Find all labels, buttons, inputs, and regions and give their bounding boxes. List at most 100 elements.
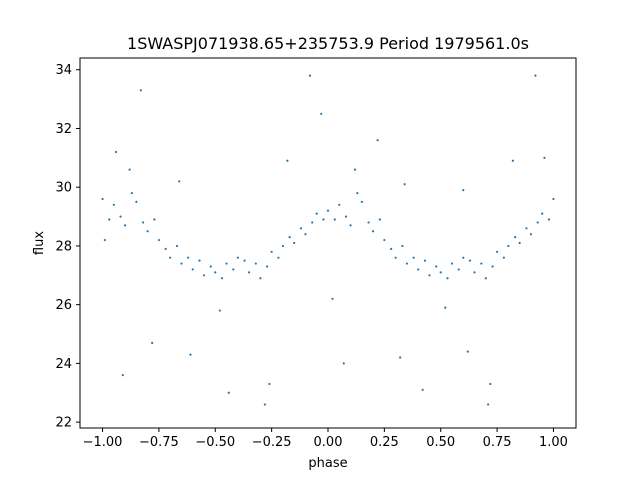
data-point <box>486 403 490 406</box>
data-point <box>164 247 167 250</box>
data-point <box>198 259 201 262</box>
data-point <box>268 382 271 386</box>
data-point <box>552 197 555 201</box>
data-point <box>338 203 341 206</box>
data-point <box>146 230 149 233</box>
data-point <box>103 238 106 242</box>
data-point <box>344 215 348 218</box>
data-point <box>189 353 192 356</box>
data-point <box>281 244 285 248</box>
y-tick-label: 24 <box>55 357 72 372</box>
data-point <box>518 241 521 245</box>
data-point <box>466 350 469 353</box>
data-point <box>315 212 318 215</box>
data-points-layer <box>101 74 555 406</box>
data-point <box>484 277 487 280</box>
data-point <box>383 238 386 242</box>
data-point <box>435 265 438 268</box>
data-point <box>480 262 483 265</box>
data-point <box>439 271 442 274</box>
data-point <box>227 391 230 394</box>
data-point <box>247 271 251 274</box>
data-point <box>214 271 217 274</box>
data-point <box>349 224 352 227</box>
data-point <box>331 297 334 300</box>
data-point <box>299 227 303 230</box>
data-point <box>489 382 492 386</box>
data-point <box>450 262 454 265</box>
x-tick-label: −1.00 <box>83 435 123 450</box>
data-point <box>536 221 539 224</box>
data-point <box>187 256 190 259</box>
data-point <box>468 259 472 262</box>
data-point <box>511 159 514 162</box>
data-point <box>333 218 336 221</box>
data-point <box>277 256 280 259</box>
data-point <box>428 274 431 277</box>
y-axis-ticks: 22 24 26 28 30 32 34 <box>55 63 80 431</box>
x-tick-label: −0.50 <box>195 435 235 450</box>
y-tick-label: 34 <box>55 63 72 78</box>
data-point <box>232 268 235 271</box>
data-point <box>399 356 402 359</box>
data-point <box>101 197 104 201</box>
data-point <box>502 256 505 259</box>
x-tick-label: 1.00 <box>539 435 568 450</box>
data-point <box>326 209 330 212</box>
data-point <box>139 89 142 92</box>
y-tick-label: 28 <box>55 239 72 254</box>
data-point <box>263 403 266 406</box>
data-point <box>114 150 118 154</box>
data-point <box>534 74 537 77</box>
data-point <box>236 256 239 259</box>
data-point <box>119 215 122 218</box>
data-point <box>378 218 381 221</box>
y-tick-label: 32 <box>55 122 72 137</box>
data-point <box>356 191 359 195</box>
data-point <box>254 262 257 265</box>
data-point <box>178 180 181 183</box>
data-point <box>304 233 307 236</box>
data-point <box>123 224 127 227</box>
chart-title: 1SWASPJ071938.65+235753.9 Period 1979561… <box>127 34 529 53</box>
data-point <box>543 156 546 159</box>
x-tick-label: −0.75 <box>139 435 179 450</box>
x-tick-label: 0.50 <box>426 435 455 450</box>
data-point <box>220 277 224 280</box>
data-point <box>311 221 314 224</box>
data-point <box>180 262 183 265</box>
data-point <box>153 218 156 221</box>
data-point <box>209 265 212 268</box>
y-tick-label: 26 <box>55 298 72 313</box>
data-point <box>112 203 115 206</box>
data-point <box>225 262 228 265</box>
data-point <box>495 250 499 253</box>
data-point <box>320 112 323 115</box>
data-point <box>130 191 133 195</box>
data-point <box>259 277 262 280</box>
data-point <box>405 262 409 265</box>
data-point <box>390 247 393 250</box>
data-point <box>121 374 124 377</box>
data-point <box>270 250 273 253</box>
data-point <box>417 268 420 271</box>
data-point <box>266 265 269 268</box>
x-tick-label: 0.00 <box>314 435 343 450</box>
data-point <box>462 256 465 259</box>
y-tick-label: 22 <box>55 416 72 431</box>
data-point <box>157 238 161 242</box>
x-tick-label: 0.75 <box>483 435 512 450</box>
data-point <box>191 268 194 271</box>
data-point <box>135 200 138 203</box>
data-point <box>360 200 363 203</box>
data-point <box>514 236 517 239</box>
data-point <box>401 244 404 248</box>
data-point <box>507 244 510 248</box>
data-point <box>541 212 544 215</box>
data-point <box>353 168 357 171</box>
data-point <box>446 277 449 280</box>
data-point <box>202 274 206 277</box>
data-point <box>473 271 476 274</box>
